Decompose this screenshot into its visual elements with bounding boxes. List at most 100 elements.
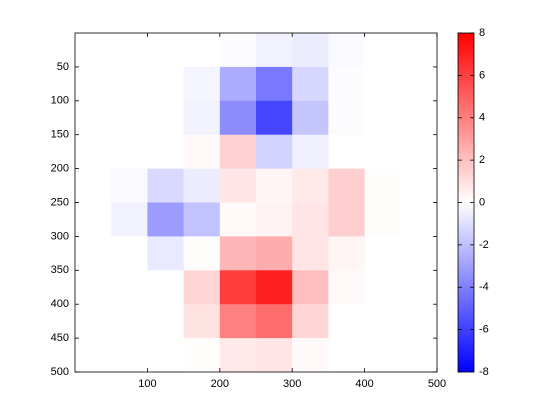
heat-cell	[256, 270, 293, 305]
heat-cell	[147, 33, 185, 68]
colorbar-tick-label: -4	[479, 281, 489, 293]
heat-cell	[183, 304, 221, 339]
heat-cell	[328, 338, 366, 372]
colorbar-tick-label: -2	[479, 239, 489, 251]
colorbar-tick-label: -6	[479, 324, 489, 336]
heat-cell	[147, 202, 185, 237]
heat-cell	[256, 66, 293, 102]
heat-cell	[256, 134, 293, 170]
heat-cell	[219, 338, 257, 372]
heat-cell	[256, 338, 293, 372]
heat-cell	[400, 100, 437, 136]
heat-cell	[328, 304, 366, 339]
heat-cell	[364, 134, 402, 170]
heat-cell	[147, 236, 185, 271]
heat-cell	[364, 33, 402, 68]
heat-cell	[147, 270, 185, 305]
heat-cell	[364, 338, 402, 372]
heat-cell	[219, 134, 257, 170]
heat-cell	[111, 33, 148, 68]
colorbar-tick-label: 2	[479, 154, 485, 166]
x-tick-label: 200	[211, 378, 229, 390]
heat-cell	[183, 236, 221, 271]
heat-cell	[219, 236, 257, 271]
heat-cell	[111, 338, 148, 372]
y-tick-label: 150	[51, 129, 69, 141]
heat-cell	[292, 134, 329, 170]
heat-cell	[292, 270, 329, 305]
y-tick-label: 200	[51, 163, 69, 175]
x-tick-label: 300	[283, 378, 301, 390]
heat-cell	[219, 33, 257, 68]
heat-cell	[147, 338, 185, 372]
heat-cell	[75, 33, 112, 68]
y-tick-label: 100	[51, 95, 69, 107]
heat-cell	[147, 134, 185, 170]
heat-cell	[111, 270, 148, 305]
colorbar-tick-label: 6	[479, 69, 485, 81]
y-tick-label: 50	[57, 61, 69, 73]
colorbar-tick-label: 8	[479, 27, 485, 39]
heat-cell	[400, 304, 437, 339]
colorbar-tick-label: 0	[479, 196, 485, 208]
heat-cell	[256, 202, 293, 237]
heat-cell	[364, 168, 402, 203]
heat-cell	[75, 66, 112, 102]
heat-cell	[328, 33, 366, 68]
heat-cell	[328, 100, 366, 136]
y-tick-label: 500	[51, 366, 69, 378]
heat-cell	[292, 202, 329, 237]
heat-cell	[328, 66, 366, 102]
heat-cell	[292, 338, 329, 372]
heat-cell	[147, 66, 185, 102]
heat-cell	[292, 100, 329, 136]
heat-cell	[219, 270, 257, 305]
heat-cell	[111, 304, 148, 339]
heat-cell	[183, 134, 221, 170]
heat-cell	[219, 100, 257, 136]
y-tick-label: 450	[51, 332, 69, 344]
heat-cell	[111, 134, 148, 170]
heat-cell	[75, 338, 112, 372]
heat-cell	[364, 202, 402, 237]
heat-cell	[292, 236, 329, 271]
heat-cell	[219, 168, 257, 203]
heatmap	[75, 33, 437, 372]
heat-cell	[400, 338, 437, 372]
heat-cell	[292, 66, 329, 102]
y-tick-label: 400	[51, 298, 69, 310]
x-tick-label: 400	[355, 378, 373, 390]
heat-cell	[292, 33, 329, 68]
heat-cell	[400, 134, 437, 170]
heat-cell	[147, 168, 185, 203]
heat-cell	[400, 66, 437, 102]
heat-cell	[292, 168, 329, 203]
heat-cell	[75, 134, 112, 170]
heat-cell	[147, 100, 185, 136]
heat-cell	[111, 168, 148, 203]
heat-cell	[183, 100, 221, 136]
y-tick-label: 300	[51, 230, 69, 242]
heat-cell	[111, 202, 148, 237]
heat-cell	[183, 338, 221, 372]
heat-cell	[75, 304, 112, 339]
heat-cell	[75, 202, 112, 237]
heat-cell	[183, 33, 221, 68]
heat-cell	[364, 236, 402, 271]
heat-cell	[256, 33, 293, 68]
heat-cell	[328, 202, 366, 237]
heat-cell	[400, 236, 437, 271]
heat-cell	[400, 168, 437, 203]
heat-cell	[75, 100, 112, 136]
heat-cell	[400, 202, 437, 237]
heat-cell	[256, 236, 293, 271]
heat-cell	[364, 66, 402, 102]
heat-cell	[364, 270, 402, 305]
heat-cell	[328, 236, 366, 271]
y-tick-label: 250	[51, 196, 69, 208]
colorbar-tick-label: 4	[479, 112, 485, 124]
heat-cell	[328, 270, 366, 305]
heat-cell	[183, 202, 221, 237]
heat-cell	[256, 304, 293, 339]
